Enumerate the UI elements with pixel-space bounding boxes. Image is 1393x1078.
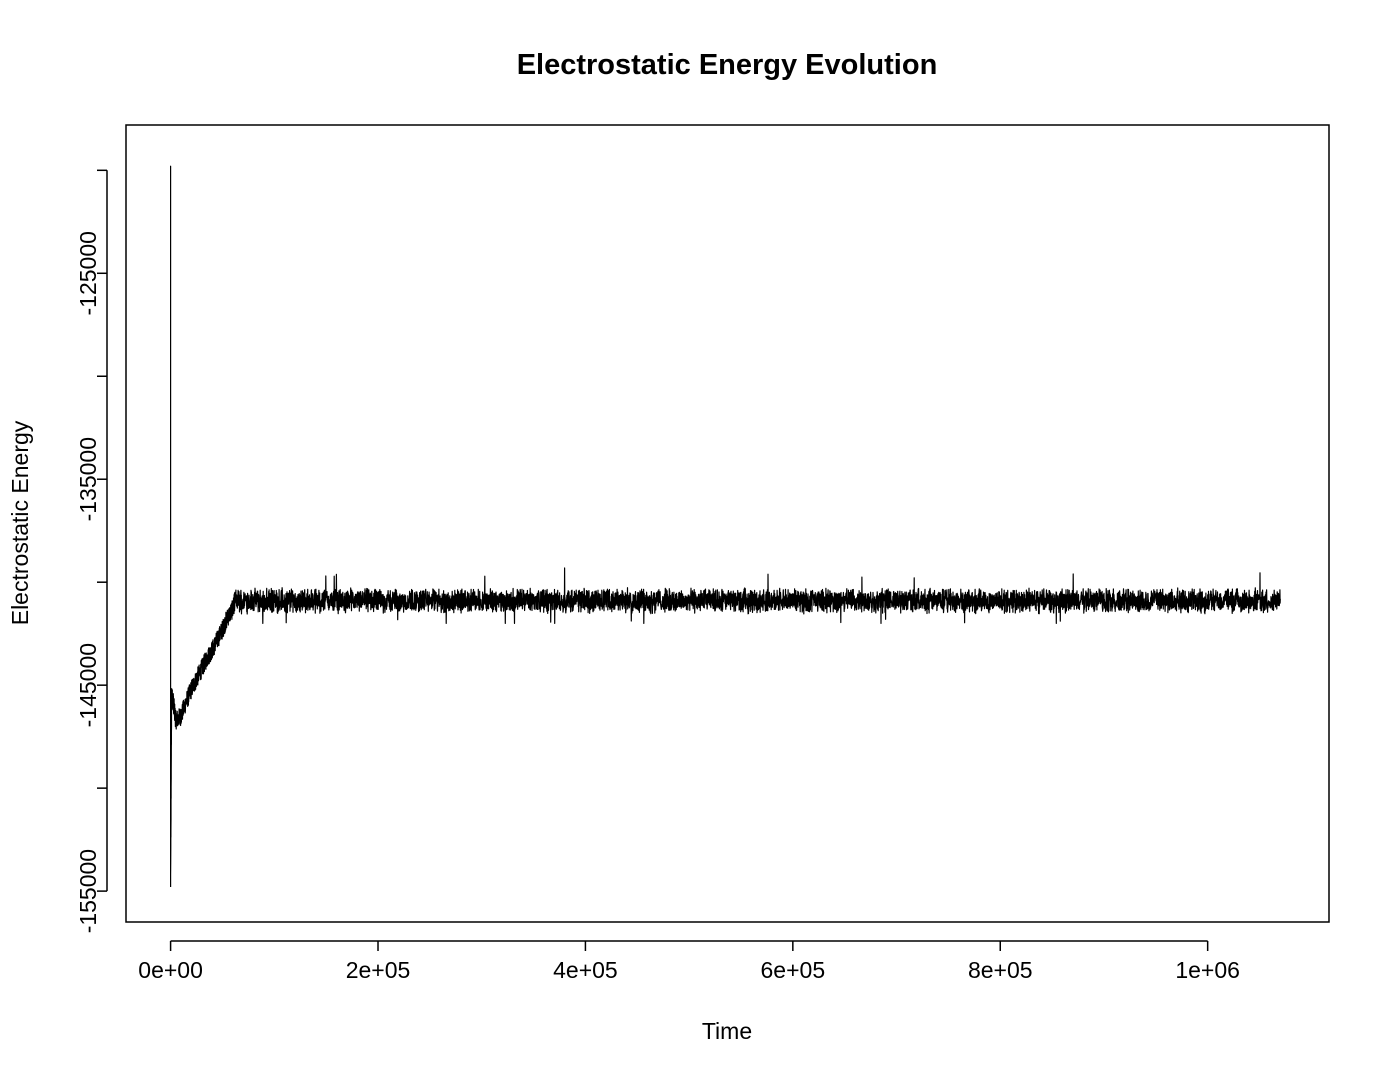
y-axis-label: Electrostatic Energy xyxy=(7,420,33,625)
y-tick-label: -145000 xyxy=(75,643,101,727)
energy-series-line xyxy=(170,165,1281,887)
y-axis: -125000 -135000 -145000 -155000 xyxy=(75,169,108,933)
y-tick-label: -125000 xyxy=(75,231,101,315)
x-tick-label: 2e+05 xyxy=(346,957,411,983)
x-tick-label: 6e+05 xyxy=(761,957,826,983)
x-axis: 0e+00 2e+05 4e+05 6e+05 8e+05 1e+06 xyxy=(138,940,1240,983)
plot-frame xyxy=(125,124,1330,923)
x-tick-label: 4e+05 xyxy=(553,957,618,983)
x-tick-label: 8e+05 xyxy=(968,957,1033,983)
series-layer xyxy=(170,165,1281,887)
chart-title: Electrostatic Energy Evolution xyxy=(517,49,938,81)
x-tick-label: 0e+00 xyxy=(138,957,203,983)
y-tick-label: -155000 xyxy=(75,849,101,933)
y-tick-label: -135000 xyxy=(75,437,101,521)
x-tick-label: 1e+06 xyxy=(1175,957,1240,983)
x-axis-label: Time xyxy=(702,1018,752,1044)
